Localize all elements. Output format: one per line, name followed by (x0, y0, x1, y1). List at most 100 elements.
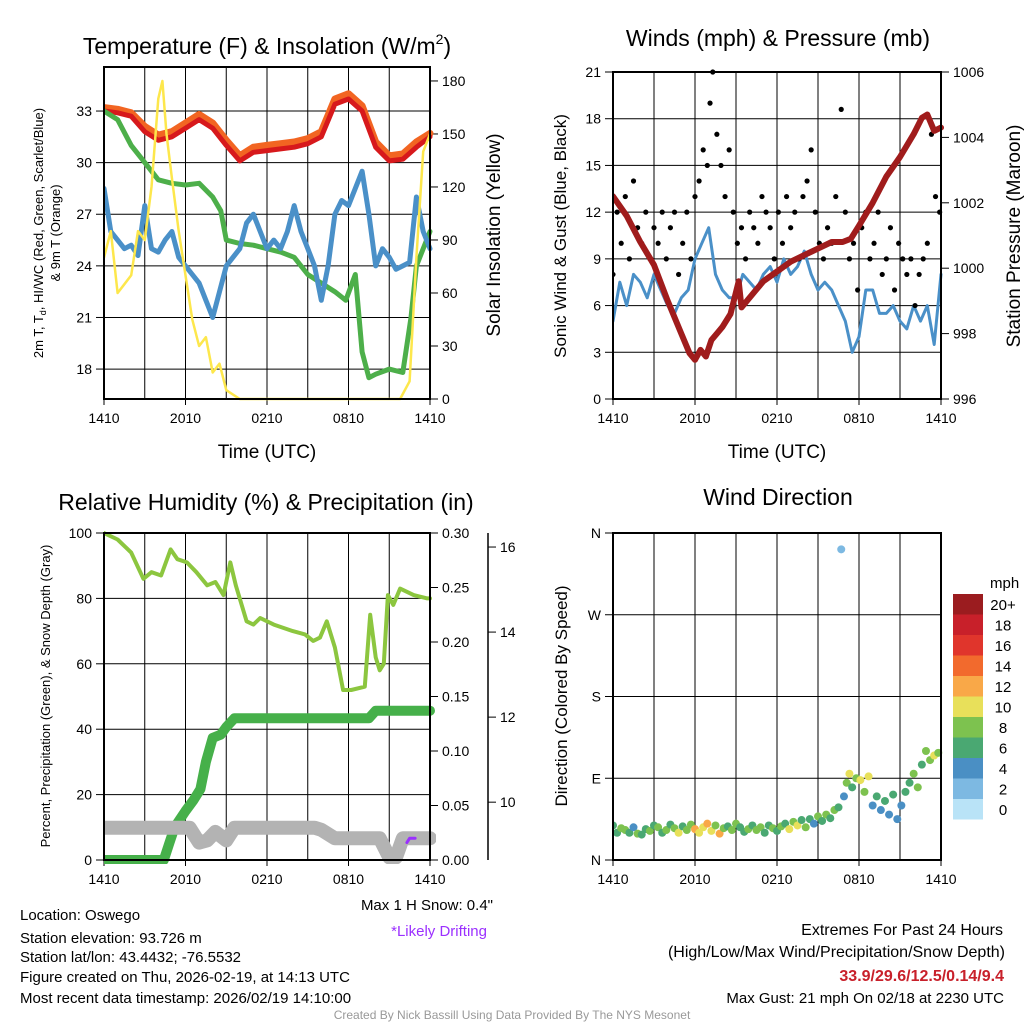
gust-point (924, 240, 930, 246)
y3-tick-label: 10 (500, 794, 516, 810)
direction-point (913, 783, 922, 792)
direction-point (809, 819, 818, 828)
direction-point (818, 816, 827, 825)
gust-point (742, 256, 749, 262)
direction-point (793, 821, 802, 830)
gust-point (696, 178, 702, 184)
legend-label: 4 (999, 761, 1007, 778)
direction-point (868, 801, 877, 810)
y-tick-label: E (592, 770, 601, 786)
y2-tick-label: 1004 (953, 129, 984, 145)
direction-point (695, 828, 704, 837)
y-tick-label: S (592, 689, 601, 705)
y3-tick-label: 16 (500, 539, 516, 555)
legend-label: 8 (999, 720, 1007, 737)
gust-point (663, 256, 669, 262)
gust-point (730, 209, 736, 215)
gust-point (904, 271, 910, 278)
gust-point (912, 302, 918, 309)
x-tick-label: 1410 (414, 871, 445, 887)
figure-created: Figure created on Thu, 2026-02-19, at 14… (20, 969, 350, 986)
direction-point (848, 783, 857, 792)
gust-point (684, 209, 690, 215)
gust-point (688, 256, 694, 262)
relative-humidity-line (104, 531, 432, 692)
gust-point (867, 256, 873, 262)
gust-point (759, 193, 765, 200)
likely-drifting-line (405, 836, 417, 845)
gust-point (630, 178, 637, 184)
y-tick-label: N (591, 852, 601, 868)
x-tick-label: 0810 (843, 410, 874, 426)
gust-point (920, 256, 926, 262)
direction-point (826, 814, 835, 823)
direction-point (876, 806, 885, 815)
gust-point (763, 209, 769, 215)
y2-tick-label: 996 (953, 391, 977, 407)
gust-point (655, 240, 661, 246)
gust-point (788, 225, 794, 231)
gust-point (879, 271, 885, 278)
direction-point (889, 790, 898, 799)
legend-label: 20+ (990, 597, 1016, 614)
y3-tick-label: 14 (500, 624, 516, 640)
legend-swatch (953, 635, 983, 656)
wind-series (613, 69, 944, 363)
x-tick-label: 0210 (761, 871, 792, 887)
direction-point (909, 769, 918, 778)
y-tick-label: 12 (585, 204, 601, 220)
direction-point (654, 823, 663, 832)
legend-label: 2 (999, 782, 1007, 799)
direction-point (901, 787, 910, 796)
gust-point (783, 193, 790, 200)
y-tick-label: 80 (76, 590, 92, 606)
y-tick-label: 60 (76, 656, 92, 672)
direction-point (880, 796, 889, 805)
gust-point (891, 287, 898, 293)
gust-point (618, 240, 624, 246)
gust-point (808, 147, 814, 153)
temp-y2label: Solar Insolation (Yellow) (484, 133, 505, 336)
rh-ylabel: Percent, Precipitation (Green), & Snow D… (38, 545, 53, 848)
y-tick-label: 21 (585, 64, 601, 80)
y2-tick-label: 0.05 (442, 798, 469, 814)
legend-label: 0 (999, 802, 1007, 819)
speed-legend: 20+ 18 16 14 12 10 8 6 4 2 0 (953, 594, 1016, 820)
y2-tick-label: 0.30 (442, 525, 469, 541)
x-tick-label: 1410 (597, 410, 628, 426)
legend-swatch (953, 696, 983, 717)
direction-point (864, 772, 873, 781)
y-tick-label: 6 (593, 298, 601, 314)
direction-point (756, 823, 765, 832)
direction-point (885, 810, 894, 819)
direction-point (625, 828, 634, 837)
gust-point (726, 147, 732, 153)
gust-point (779, 240, 786, 246)
legend-label: 16 (995, 638, 1012, 655)
temp-ylabel2: & 9m T (Orange) (48, 184, 63, 281)
recent-timestamp: Most recent data timestamp: 2026/02/19 1… (20, 990, 351, 1007)
x-tick-label: 0810 (333, 410, 364, 426)
direction-point (872, 792, 881, 801)
gust-point (804, 178, 810, 184)
legend-label: 14 (995, 659, 1012, 676)
wind-chill-line (104, 168, 433, 320)
station-elevation: Station elevation: 93.726 m (20, 930, 202, 947)
direction-point (837, 545, 846, 554)
gust-point (908, 256, 914, 262)
x-tick-label: 1410 (925, 410, 956, 426)
legend-swatch (953, 799, 983, 820)
x-tick-label: 1410 (88, 871, 119, 887)
gust-point (738, 225, 745, 231)
gust-point (622, 193, 628, 200)
y-tick-label: 9 (593, 251, 601, 267)
y-tick-label: 0 (593, 391, 601, 407)
direction-point (637, 830, 646, 839)
gust-point (667, 225, 674, 231)
y2-tick-label: 0.10 (442, 743, 469, 759)
snow-depth-line (104, 820, 436, 864)
wind-panel: 0 3 6 9 12 15 18 21 996 998 1000 1002 1004 1006 1410 20… (585, 64, 984, 426)
y-tick-label: 20 (76, 787, 92, 803)
x-tick-label: 2010 (679, 871, 710, 887)
gust-point (767, 225, 773, 231)
